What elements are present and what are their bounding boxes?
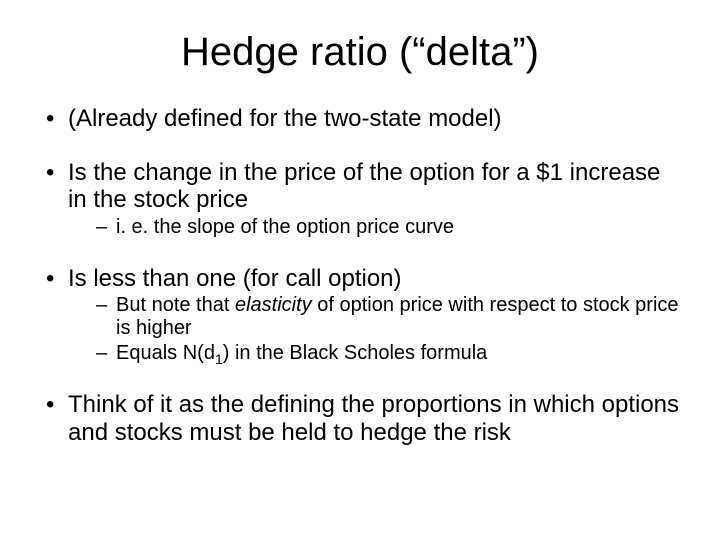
bullet-item: Is the change in the price of the option… [40, 159, 680, 239]
sub-bullet-item: But note that elasticity of option price… [96, 294, 680, 340]
sub-bullet-item: Equals N(d1) in the Black Scholes formul… [96, 342, 680, 365]
sub-bullet-list: i. e. the slope of the option price curv… [68, 216, 680, 239]
bullet-list: (Already defined for the two-state model… [40, 105, 680, 447]
bullet-item: Think of it as the defining the proporti… [40, 391, 680, 446]
slide-title: Hedge ratio (“delta”) [40, 30, 680, 75]
bullet-text: Think of it as the defining the proporti… [68, 391, 679, 446]
sub-bullet-list: But note that elasticity of option price… [68, 294, 680, 365]
bullet-item: Is less than one (for call option) But n… [40, 265, 680, 366]
sub-bullet-text: ) in the Black Scholes formula [223, 342, 488, 364]
sub-bullet-text: i. e. the slope of the option price curv… [116, 216, 454, 238]
bullet-text: Is the change in the price of the option… [68, 159, 660, 214]
bullet-text: (Already defined for the two-state model… [68, 105, 502, 132]
sub-bullet-item: i. e. the slope of the option price curv… [96, 216, 680, 239]
sub-bullet-em: elasticity [235, 294, 312, 316]
sub-bullet-text: But note that [116, 294, 235, 316]
bullet-item: (Already defined for the two-state model… [40, 105, 680, 133]
slide: Hedge ratio (“delta”) (Already defined f… [0, 0, 720, 540]
subscript: 1 [215, 351, 223, 367]
sub-bullet-text: Equals N(d [116, 342, 215, 364]
bullet-text: Is less than one (for call option) [68, 265, 402, 292]
